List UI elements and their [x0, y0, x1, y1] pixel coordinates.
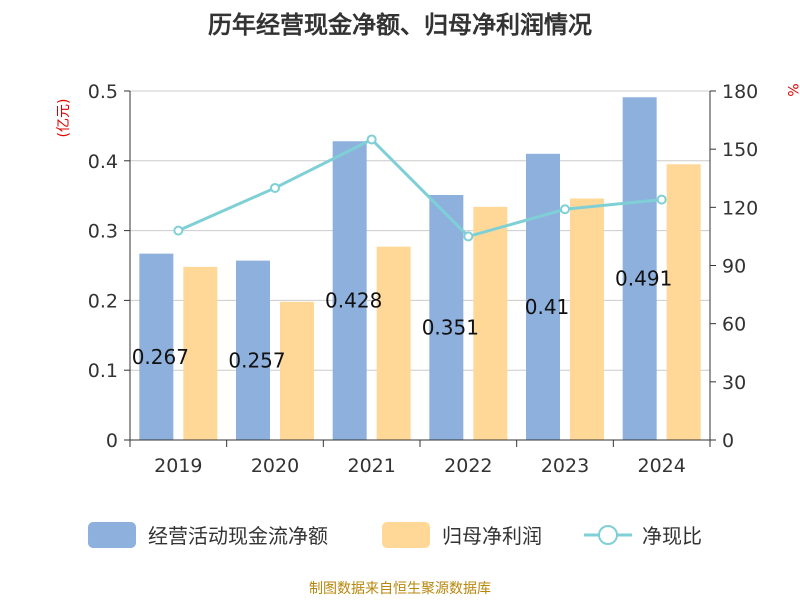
bar-经营活动现金流净额 [526, 153, 560, 440]
left-tick-label: 0.5 [88, 81, 118, 103]
data-label: 0.351 [422, 316, 479, 340]
bar-经营活动现金流净额 [139, 253, 174, 440]
data-label: 0.428 [325, 289, 382, 313]
left-tick-label: 0 [106, 430, 118, 452]
x-tick-label: 2021 [347, 455, 395, 477]
chart-title: 历年经营现金净额、归母净利润情况 [208, 11, 592, 39]
line-point [366, 134, 377, 145]
data-source-note: 制图数据来自恒生聚源数据库 [309, 581, 491, 597]
x-tick-label: 2024 [637, 455, 685, 477]
line-point [173, 225, 184, 236]
left-tick-label: 0.3 [88, 221, 118, 243]
left-tick-label: 0.4 [88, 151, 118, 173]
legend-label: 经营活动现金流净额 [148, 524, 328, 548]
right-tick-label: 120 [722, 197, 758, 219]
right-axis-unit: % [784, 83, 800, 96]
line-point [463, 231, 474, 242]
legend-swatch [88, 522, 136, 548]
x-tick-label: 2023 [541, 455, 589, 477]
bar-经营活动现金流净额 [236, 260, 270, 440]
right-tick-label: 150 [722, 139, 758, 161]
x-tick-label: 2019 [154, 455, 202, 477]
right-tick-label: 60 [722, 314, 746, 336]
data-label: 0.491 [615, 267, 672, 291]
line-净现比 [177, 137, 662, 239]
line-point [560, 204, 570, 215]
bar-归母净利润 [376, 246, 411, 440]
legend-label: 净现比 [642, 524, 702, 548]
bar-经营活动现金流净额 [622, 97, 657, 441]
bar-经营活动现金流净额 [332, 141, 367, 441]
data-label: 0.267 [132, 345, 189, 369]
left-tick-label: 0.1 [88, 360, 118, 382]
legend-swatch [382, 522, 430, 548]
legend-label: 归母净利润 [442, 524, 542, 548]
bar-归母净利润 [473, 206, 508, 440]
legend-marker [598, 525, 618, 545]
right-tick-label: 180 [722, 81, 758, 103]
line-point [270, 182, 280, 193]
bar-经营活动现金流净额 [429, 195, 464, 440]
right-tick-label: 90 [722, 256, 746, 278]
line-point [656, 194, 667, 205]
bar-归母净利润 [183, 266, 218, 440]
bar-归母净利润 [666, 164, 701, 441]
right-tick-label: 0 [722, 430, 734, 452]
x-tick-label: 2022 [444, 455, 492, 477]
left-axis-unit: (亿元) [56, 99, 72, 138]
left-tick-label: 0.2 [88, 290, 118, 312]
right-tick-label: 30 [722, 372, 746, 394]
bar-归母净利润 [280, 301, 314, 440]
x-tick-label: 2020 [251, 455, 299, 477]
data-label: 0.41 [525, 295, 570, 319]
data-label: 0.257 [228, 348, 285, 372]
bar-归母净利润 [570, 198, 604, 440]
